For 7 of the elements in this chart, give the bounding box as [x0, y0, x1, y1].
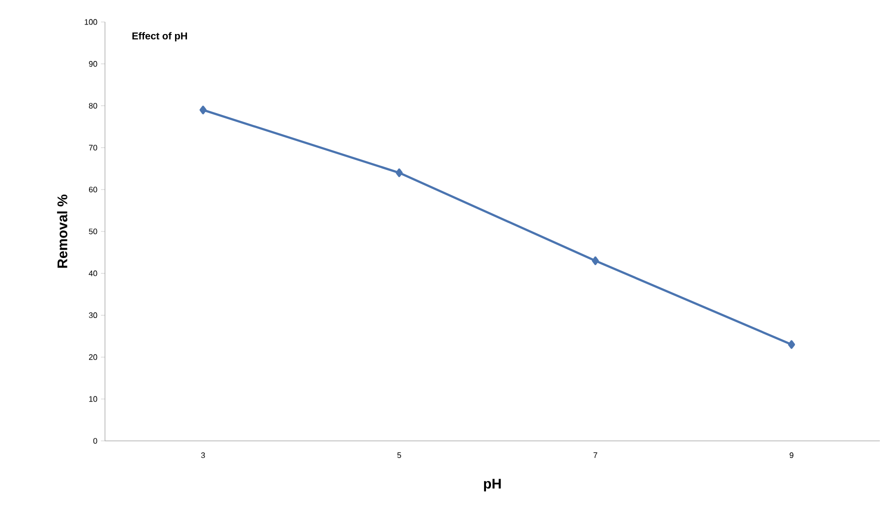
point	[592, 256, 599, 266]
point	[396, 168, 403, 178]
y-axis-title: Removal %	[57, 194, 68, 268]
point	[200, 106, 207, 114]
x-axis-title: pH	[484, 478, 501, 492]
point	[788, 340, 796, 349]
text: Effect of pH	[132, 32, 187, 42]
